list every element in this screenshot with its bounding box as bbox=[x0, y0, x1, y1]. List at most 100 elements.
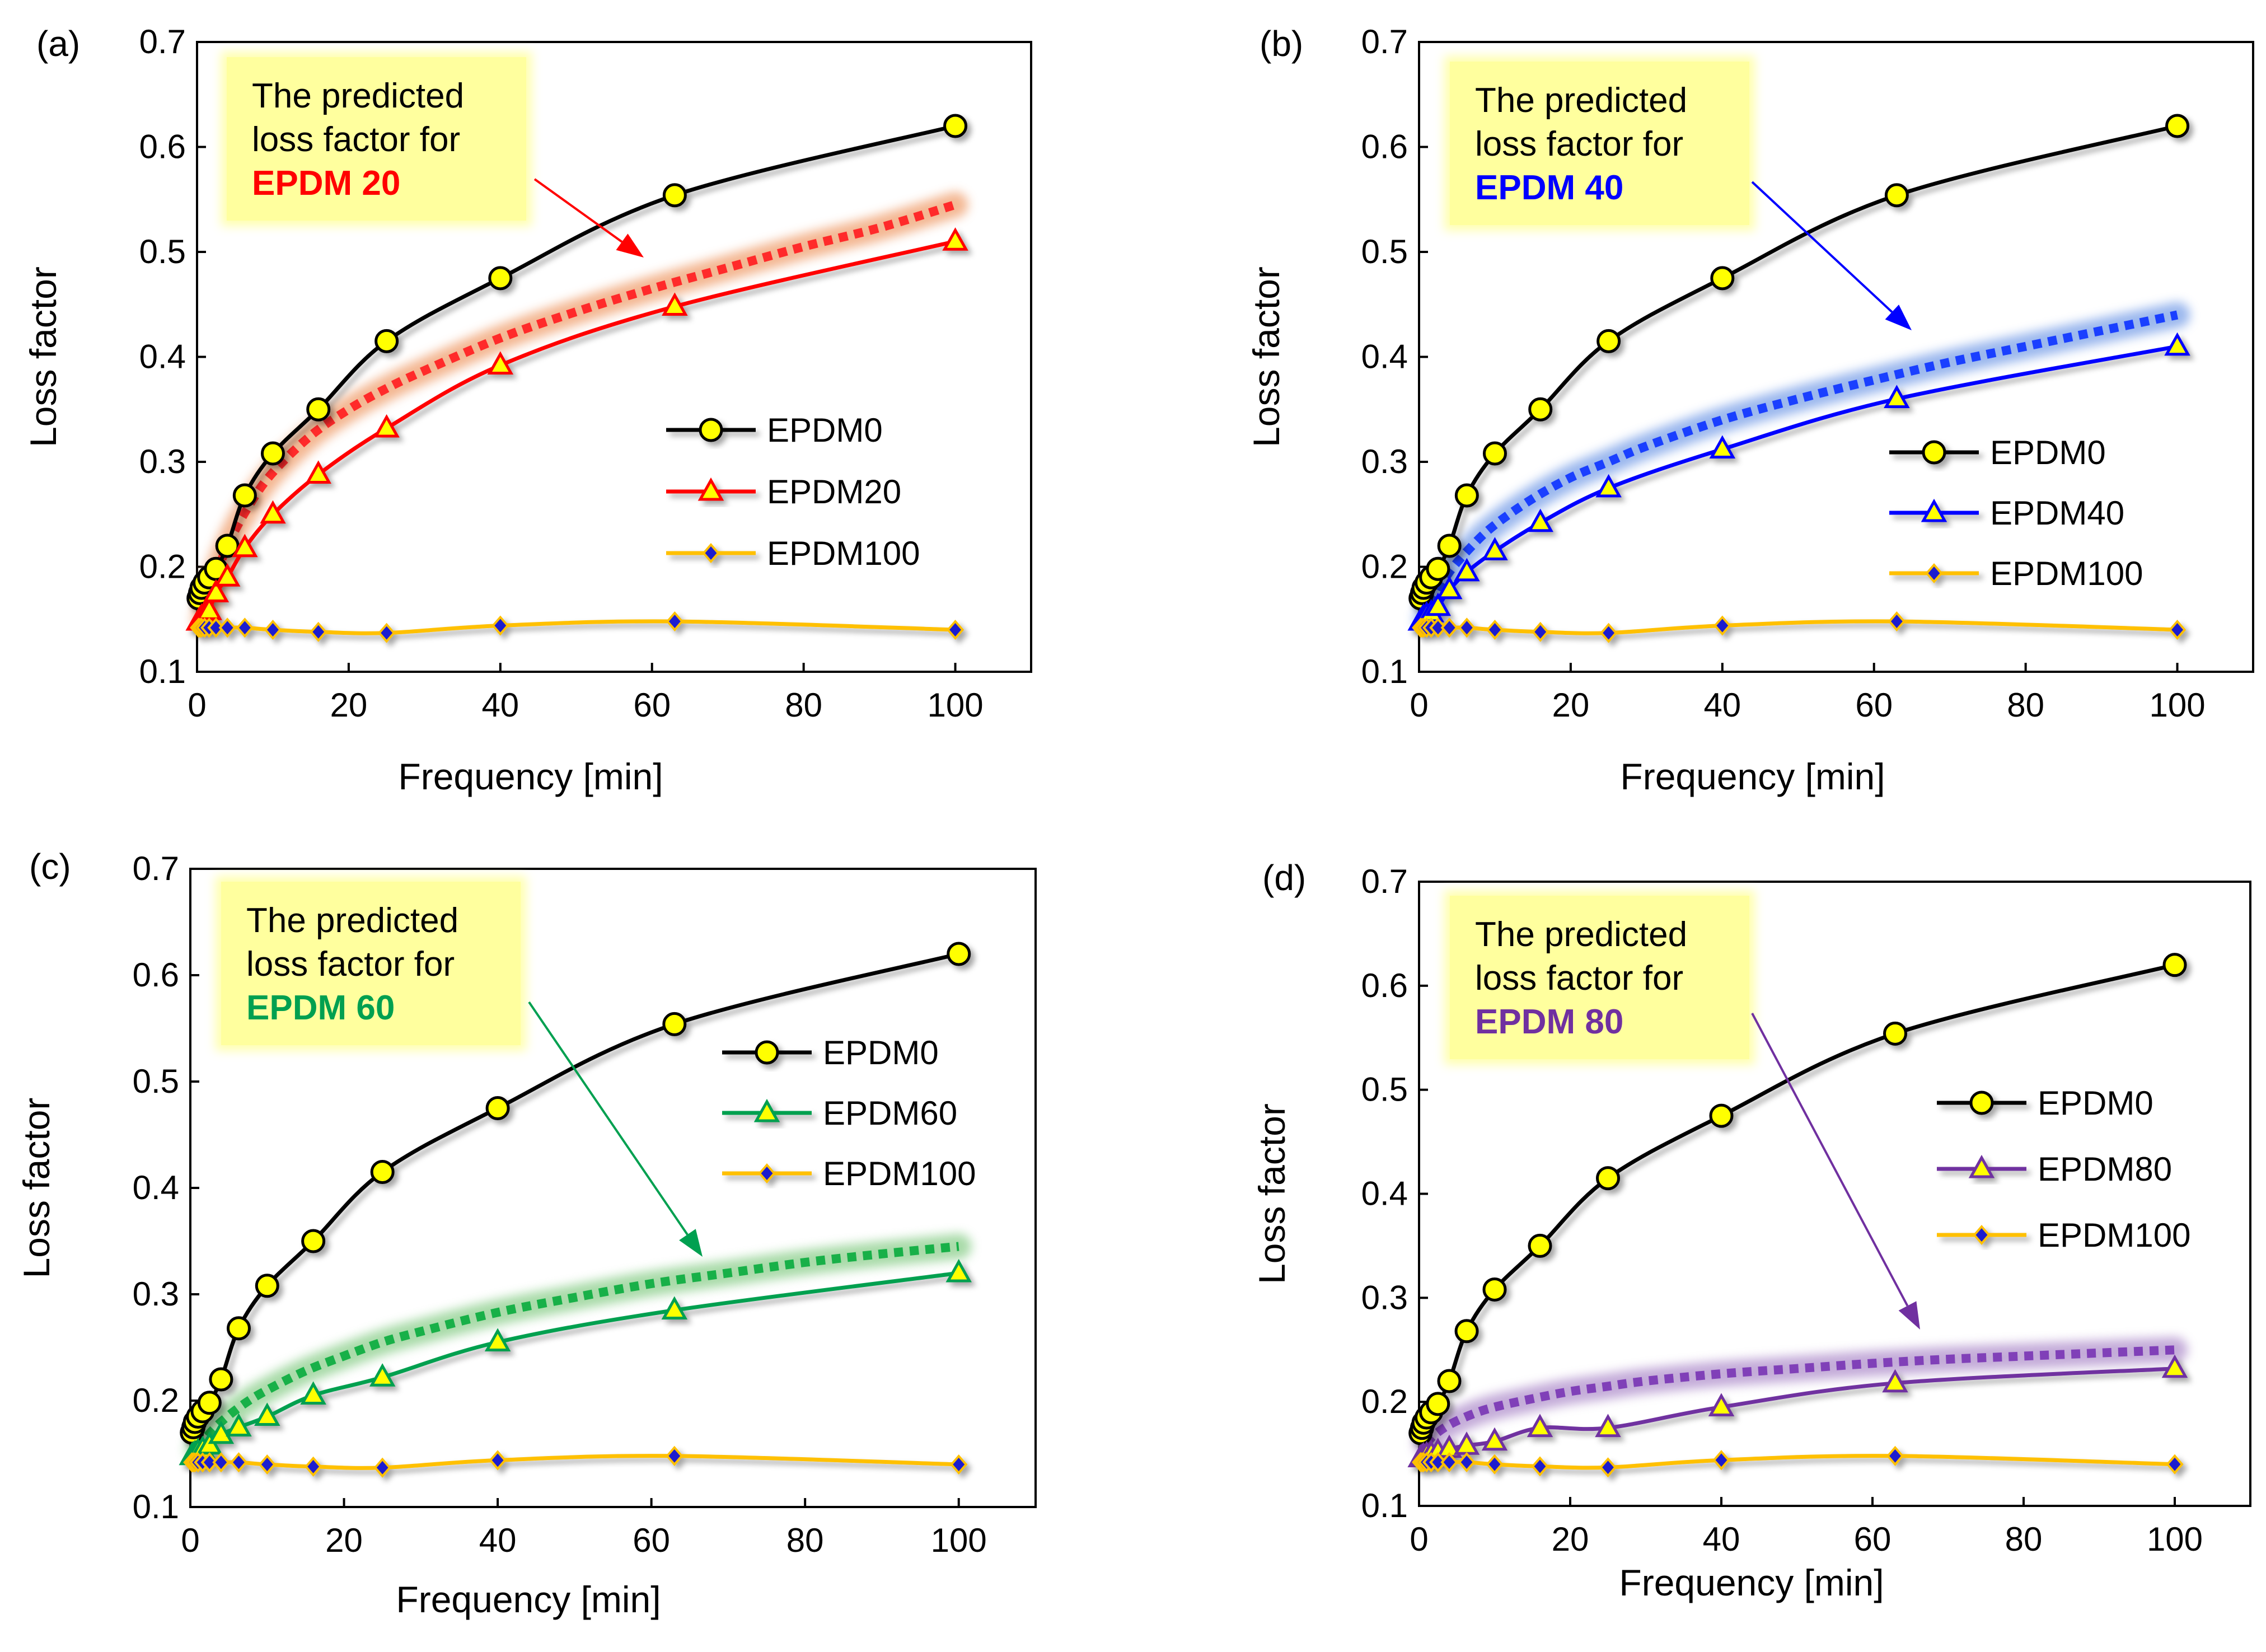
data-point bbox=[1528, 397, 1553, 422]
callout-arrowhead bbox=[1885, 305, 1912, 330]
callout-box bbox=[1450, 62, 1749, 225]
callout-arrow bbox=[528, 1001, 689, 1236]
y-tick-label: 0.3 bbox=[133, 1275, 179, 1313]
x-tick-label: 0 bbox=[188, 686, 206, 724]
data-point bbox=[1482, 441, 1507, 466]
data-point bbox=[1599, 623, 1618, 643]
data-point bbox=[753, 1098, 780, 1122]
data-point bbox=[373, 1457, 391, 1478]
data-point bbox=[2164, 332, 2190, 356]
y-tick-label: 0.5 bbox=[133, 1063, 179, 1100]
y-tick-label: 0.2 bbox=[133, 1382, 179, 1419]
data-point bbox=[214, 563, 241, 587]
data-point bbox=[197, 1391, 222, 1415]
data-point bbox=[1440, 617, 1458, 638]
data-point bbox=[2168, 619, 2187, 640]
callout: The predicted loss factor for EPDM 80 bbox=[1444, 890, 1755, 1065]
data-point bbox=[1454, 1319, 1479, 1344]
data-point bbox=[236, 617, 254, 638]
callout-box bbox=[227, 57, 526, 221]
data-point bbox=[230, 1452, 248, 1473]
data-point bbox=[373, 414, 400, 438]
x-tick-label: 40 bbox=[1703, 686, 1741, 724]
data-point bbox=[254, 1402, 280, 1426]
legend-item bbox=[1937, 1091, 2026, 1115]
data-point bbox=[226, 1413, 252, 1436]
data-point bbox=[1454, 558, 1480, 582]
callout-arrowhead bbox=[616, 233, 644, 258]
data-point bbox=[1888, 611, 1906, 632]
data-point bbox=[226, 1316, 251, 1341]
callout-box bbox=[1450, 896, 1749, 1059]
legend-item bbox=[1937, 1154, 2026, 1178]
data-point bbox=[212, 1452, 230, 1473]
series-epdm60 bbox=[179, 1258, 972, 1466]
data-point bbox=[489, 1450, 507, 1471]
callout-line-1: The predicted bbox=[1475, 81, 1687, 120]
legend-label: EPDM100 bbox=[823, 1155, 976, 1192]
x-tick-label: 20 bbox=[325, 1522, 363, 1559]
x-tick-label: 40 bbox=[479, 1522, 517, 1559]
series-epdm0 bbox=[1408, 114, 2190, 611]
data-point bbox=[2165, 114, 2190, 138]
x-tick-label: 0 bbox=[1410, 686, 1428, 724]
callout-line-3: EPDM 60 bbox=[246, 989, 395, 1027]
data-point bbox=[1528, 1233, 1552, 1258]
data-point bbox=[666, 611, 684, 632]
panel-label: (a) bbox=[36, 24, 80, 64]
series-epdm0 bbox=[180, 942, 971, 1445]
data-point bbox=[1595, 1414, 1621, 1438]
callout-arrowhead bbox=[679, 1229, 703, 1257]
legend-item bbox=[1889, 498, 1979, 522]
data-point bbox=[2166, 1454, 2184, 1475]
y-tick-label: 0.6 bbox=[133, 956, 179, 994]
x-tick-label: 60 bbox=[1854, 1520, 1892, 1558]
series-line bbox=[1419, 1366, 2175, 1460]
data-point bbox=[1709, 435, 1736, 458]
legend-item bbox=[722, 1163, 812, 1184]
data-point bbox=[1922, 440, 1946, 465]
data-point bbox=[200, 1452, 218, 1473]
predicted-line bbox=[194, 1242, 959, 1452]
y-tick-label: 0.3 bbox=[1361, 1279, 1408, 1316]
callout-box bbox=[221, 882, 521, 1045]
data-point bbox=[702, 542, 720, 564]
data-point bbox=[1437, 1369, 1462, 1393]
data-point bbox=[1710, 266, 1735, 291]
data-point bbox=[662, 292, 688, 316]
data-point bbox=[666, 1445, 683, 1466]
legend-item bbox=[666, 418, 756, 442]
x-axis-label: Frequency [min] bbox=[398, 756, 663, 797]
x-tick-label: 60 bbox=[633, 1522, 670, 1559]
y-tick-label: 0.1 bbox=[139, 653, 186, 690]
y-tick-label: 0.5 bbox=[1361, 233, 1408, 270]
predicted-glow bbox=[185, 1233, 972, 1462]
x-tick-label: 0 bbox=[1410, 1520, 1428, 1558]
data-point bbox=[1437, 533, 1462, 558]
y-tick-label: 0.1 bbox=[133, 1488, 179, 1525]
data-point bbox=[209, 1367, 233, 1392]
legend: EPDM0 EPDM40 EPDM100 bbox=[1889, 434, 2143, 592]
data-point bbox=[208, 1420, 235, 1444]
data-point bbox=[301, 1229, 326, 1253]
legend-label: EPDM100 bbox=[767, 535, 920, 572]
data-point bbox=[1969, 1091, 1994, 1115]
x-tick-label: 40 bbox=[481, 686, 519, 724]
callout: The predicted loss factor for EPDM 20 bbox=[221, 52, 532, 226]
legend-label: EPDM0 bbox=[1990, 434, 2106, 471]
legend-label: EPDM60 bbox=[823, 1094, 957, 1132]
data-point bbox=[310, 621, 327, 642]
y-tick-label: 0.2 bbox=[139, 548, 186, 586]
data-point bbox=[943, 114, 968, 138]
data-point bbox=[488, 266, 513, 291]
y-tick-label: 0.3 bbox=[139, 443, 186, 480]
data-point bbox=[945, 1258, 972, 1283]
y-tick-label: 0.2 bbox=[1361, 1383, 1408, 1420]
data-point bbox=[203, 579, 230, 602]
data-point bbox=[484, 1328, 511, 1351]
data-point bbox=[1882, 1369, 1908, 1393]
callout-line-1: The predicted bbox=[252, 77, 464, 115]
x-tick-label: 40 bbox=[1703, 1520, 1740, 1558]
legend-item bbox=[1937, 1224, 2026, 1246]
